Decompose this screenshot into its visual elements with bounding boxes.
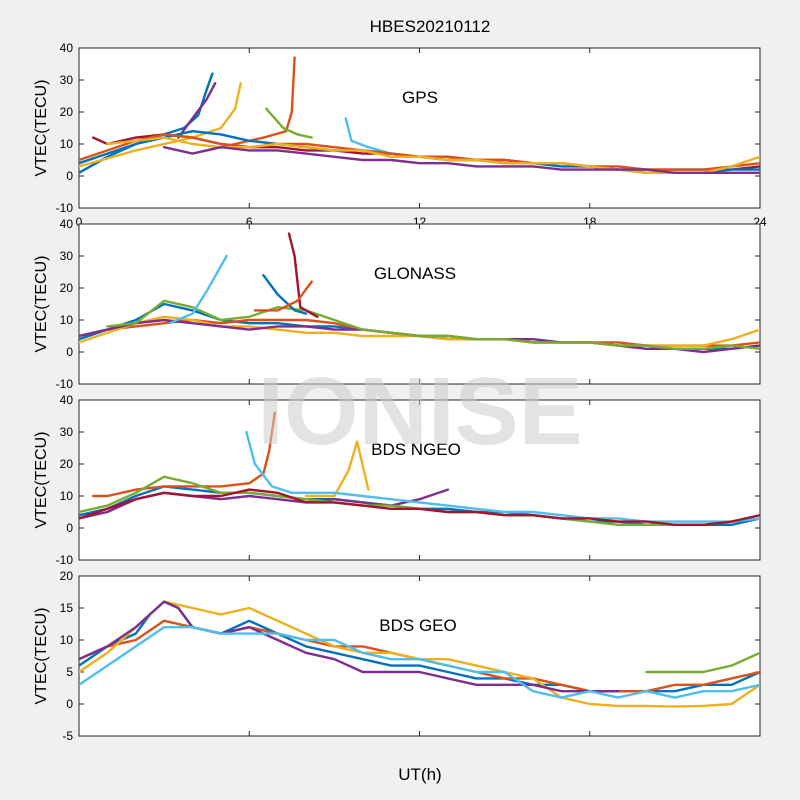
series-group [79,600,760,708]
y-tick-label: -10 [56,201,74,215]
y-tick-label: 40 [60,41,74,55]
y-tick-label: 10 [60,489,74,503]
panel-label: BDS NGEO [371,440,461,459]
y-tick-label: 0 [66,521,73,535]
series-line-10 [162,146,760,174]
panel-label: BDS GEO [379,616,456,635]
y-tick-label: -5 [62,729,73,743]
series-line-5 [245,430,760,523]
y-tick-label: 40 [60,393,74,407]
y-tick-label: 15 [60,601,74,615]
x-tick-label: 6 [246,215,253,229]
watermark: IONISE [257,358,582,465]
series-line-4 [265,107,313,139]
series-line-5 [344,117,393,155]
y-tick-label: 30 [60,249,74,263]
y-tick-label: 30 [60,73,74,87]
y-axis-label: VTEC(TECU) [33,80,50,177]
series-line-7 [262,274,308,315]
y-tick-label: 0 [66,169,73,183]
y-tick-label: 20 [60,105,74,119]
y-axis-label: VTEC(TECU) [33,608,50,705]
series-group [79,411,760,526]
y-tick-label: 0 [66,345,73,359]
y-axis-label: VTEC(TECU) [33,432,50,529]
series-line-2 [304,440,370,498]
y-axis-label: VTEC(TECU) [33,256,50,353]
series-line-0 [79,72,214,174]
series-line-5 [168,254,228,325]
y-tick-label: 20 [60,281,74,295]
series-line-6 [79,488,760,526]
series-line-4 [645,651,760,674]
y-tick-label: 20 [60,457,74,471]
panel-label: GLONASS [374,264,456,283]
y-tick-label: 5 [66,665,73,679]
y-tick-label: -10 [56,553,74,567]
panel-label: GPS [402,88,438,107]
plot-area [78,575,761,737]
y-tick-label: 40 [60,217,74,231]
panel-3: -5 0 5 10 15 20 BDS GEO VTEC(TECU) [33,569,761,743]
y-tick-label: 10 [60,313,74,327]
y-tick-label: 10 [60,633,74,647]
series-line-8 [253,280,313,312]
series-line-6 [287,232,319,318]
x-axis-label: UT(h) [398,765,441,784]
y-tick-label: 30 [60,425,74,439]
y-tick-label: 20 [60,569,74,583]
figure-title: HBES20210112 [370,17,491,36]
y-tick-label: 10 [60,137,74,151]
series-line-3 [79,600,620,693]
series-line-9 [106,136,760,174]
series-group [79,56,760,174]
series-group [79,232,760,354]
plot-area [78,399,761,561]
series-line-3 [177,82,217,139]
plot-area [78,47,761,209]
panel-2: -10 0 10 20 30 40 BDS NGEO VTEC(TECU) [33,393,761,567]
series-line-1 [92,411,276,498]
series-line-4 [106,299,760,350]
panel-1: -10 0 10 20 30 40 GLONASS VTEC(TECU) [33,217,761,391]
series-line-5 [79,626,760,699]
y-tick-label: -10 [56,377,74,391]
x-tick-label: 0 [76,215,83,229]
y-tick-label: 0 [66,697,73,711]
